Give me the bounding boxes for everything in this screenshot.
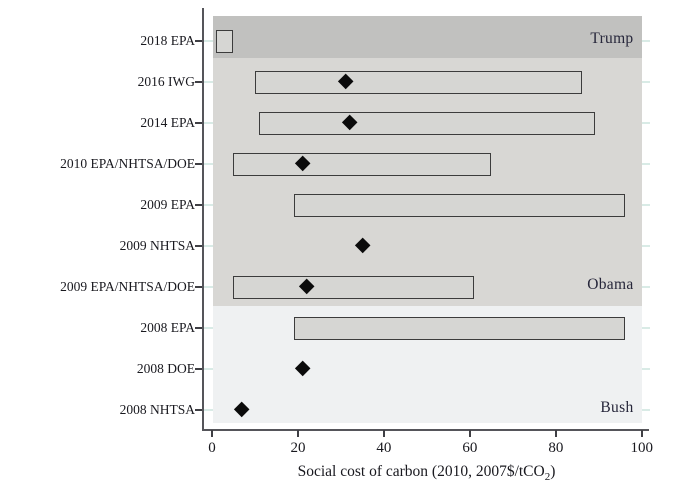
x-axis-title-text: Social cost of carbon (2010, 2007$/tCO	[297, 463, 545, 480]
y-axis-label: 2010 EPA/NHTSA/DOE	[60, 156, 195, 171]
administration-band	[213, 16, 642, 58]
x-tick-label: 80	[548, 440, 564, 456]
x-tick-label: 100	[630, 440, 654, 456]
y-axis-label: 2016 IWG	[137, 74, 195, 89]
range-bar	[254, 70, 582, 94]
x-tick-label: 60	[462, 440, 478, 456]
y-axis-label: 2014 EPA	[140, 115, 195, 130]
x-axis-title: Social cost of carbon (2010, 2007$/tCO2)	[203, 463, 650, 483]
x-tick	[297, 430, 299, 437]
x-tick	[555, 430, 557, 437]
range-bar	[233, 152, 492, 176]
administration-band-label: Bush	[600, 399, 634, 416]
category-tick	[195, 245, 203, 247]
y-axis-label: 2008 DOE	[136, 361, 195, 376]
category-tick	[195, 286, 203, 288]
x-axis-title-close: )	[550, 463, 556, 480]
x-tick-label: 20	[290, 440, 306, 456]
x-tick	[383, 430, 385, 437]
administration-band	[213, 58, 642, 306]
y-axis-label: 2008 EPA	[140, 320, 195, 335]
category-tick	[195, 204, 203, 206]
x-axis-line	[202, 429, 650, 431]
category-tick	[195, 163, 203, 165]
category-tick	[195, 327, 203, 329]
x-axis-title-subscript: 2	[544, 471, 551, 484]
range-bar	[233, 275, 475, 299]
y-axis-label: 2018 EPA	[140, 33, 195, 48]
category-tick	[195, 409, 203, 411]
x-tick-label: 40	[376, 440, 392, 456]
y-axis-label: 2008 NHTSA	[119, 402, 195, 417]
x-tick	[211, 430, 213, 437]
administration-band-label: Obama	[587, 276, 634, 293]
range-bar	[216, 29, 234, 53]
x-tick	[641, 430, 643, 437]
range-bar	[259, 111, 595, 135]
range-bar	[293, 193, 625, 217]
y-axis-label: 2009 EPA	[140, 197, 195, 212]
category-tick	[195, 81, 203, 83]
y-axis-label: 2009 NHTSA	[119, 238, 195, 253]
range-bar	[293, 316, 625, 340]
administration-band-label: Trump	[590, 30, 634, 47]
y-axis-line	[202, 8, 204, 431]
x-tick-label: 0	[208, 440, 216, 456]
category-tick	[195, 368, 203, 370]
x-tick	[469, 430, 471, 437]
category-tick	[195, 40, 203, 42]
category-tick	[195, 122, 203, 124]
y-axis-label: 2009 EPA/NHTSA/DOE	[60, 279, 195, 294]
